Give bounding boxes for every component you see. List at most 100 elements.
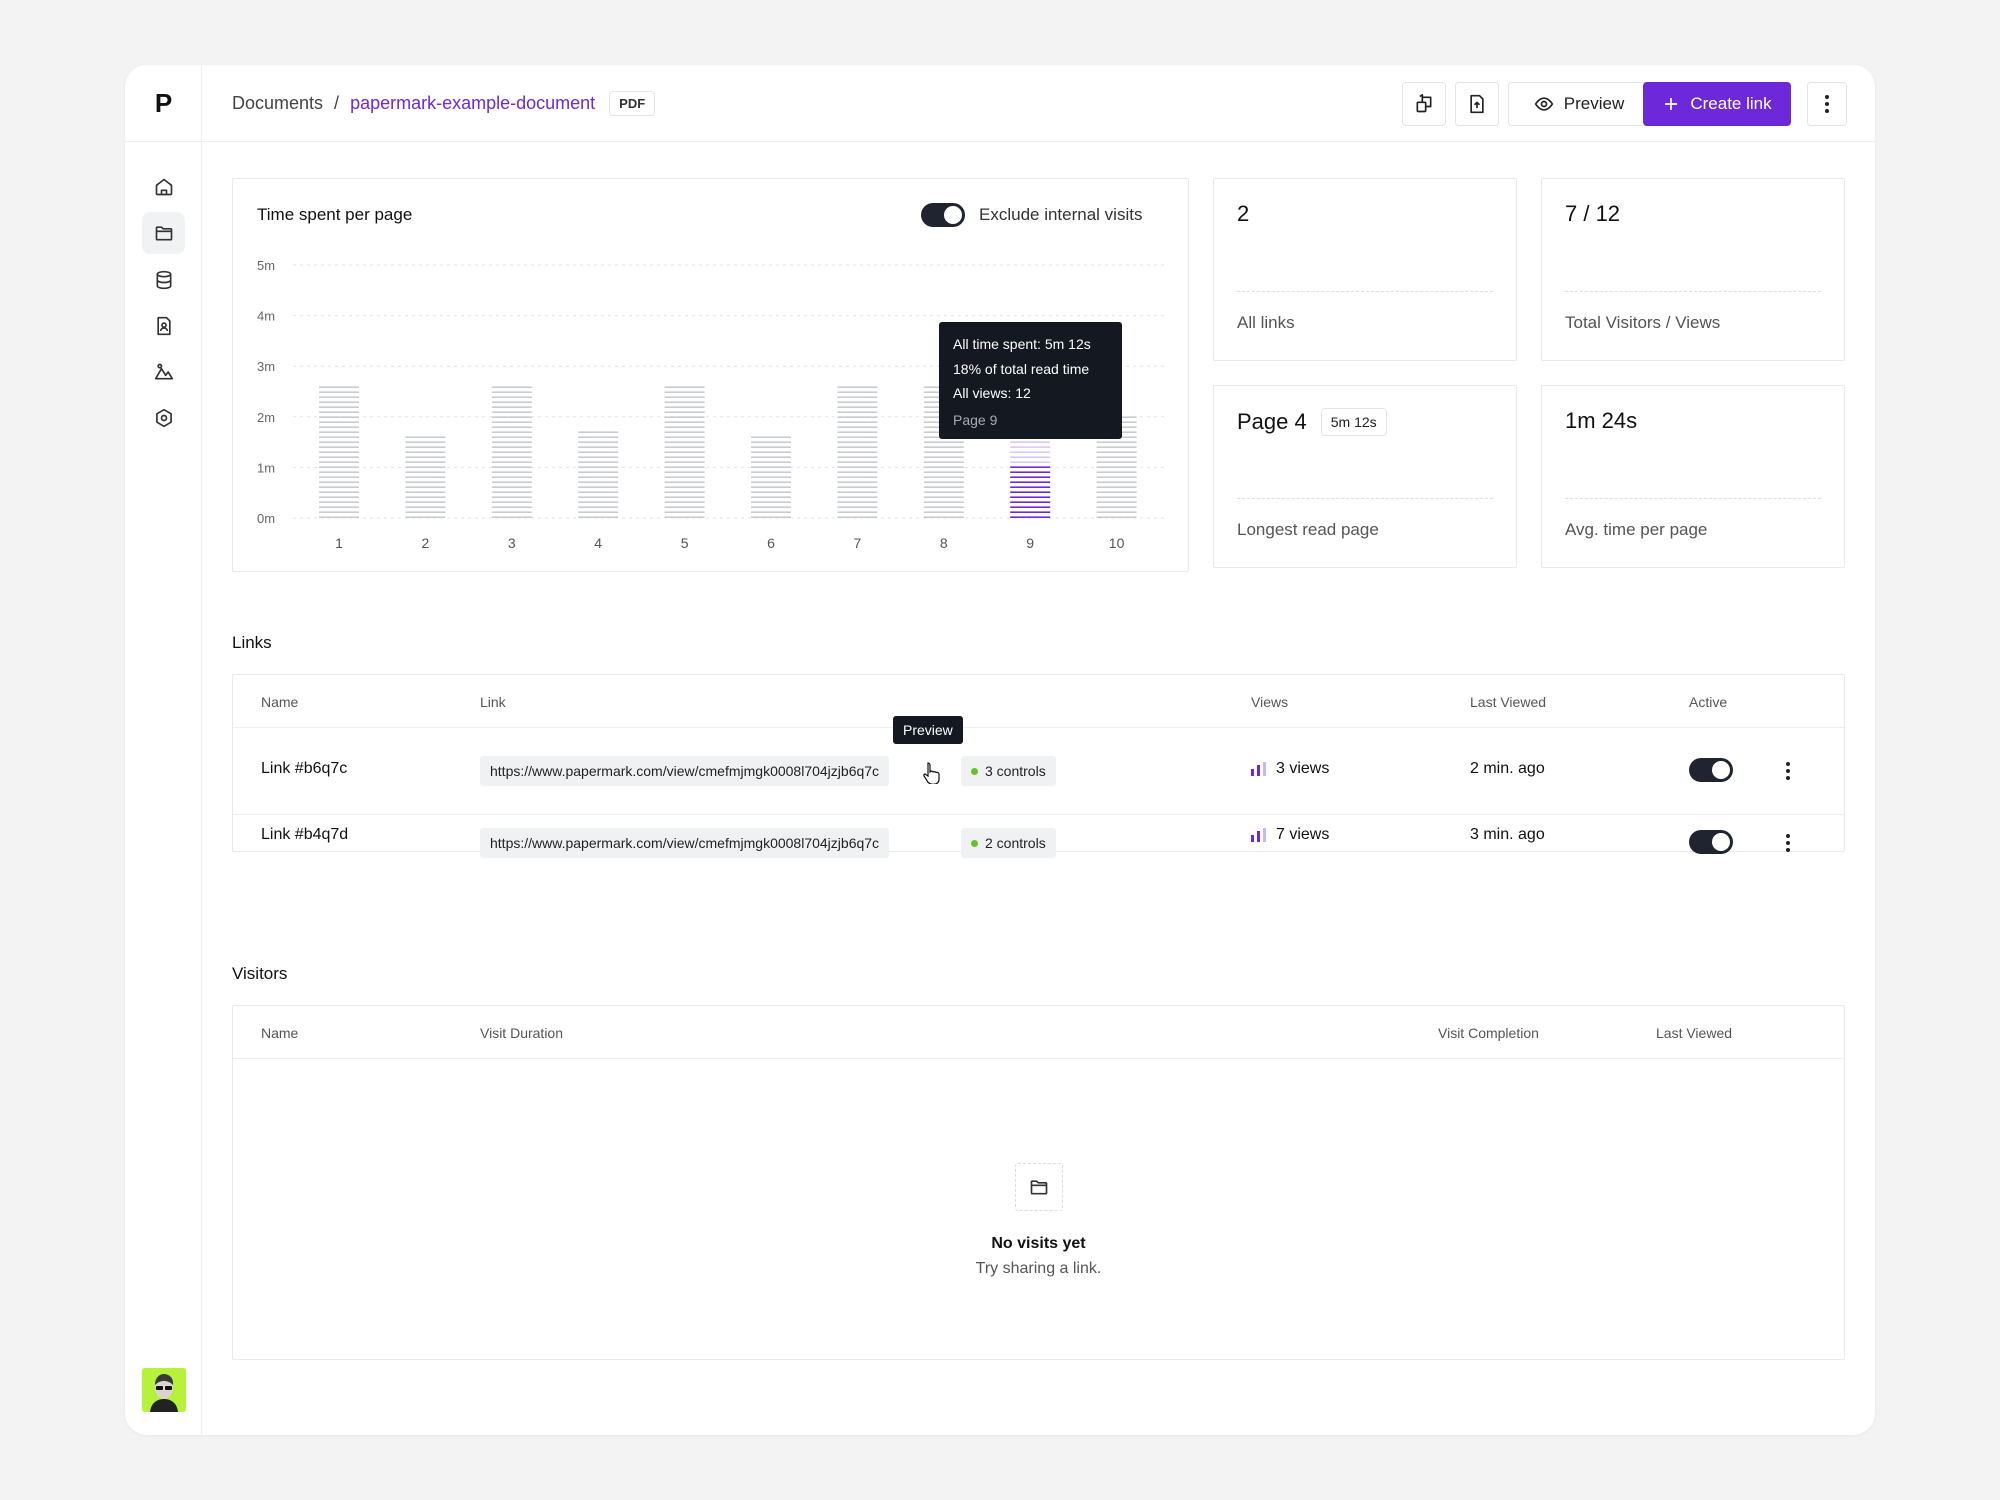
- links-table: Name Link Views Last Viewed Active Link …: [232, 674, 1845, 858]
- col-header-link[interactable]: Link: [480, 694, 506, 710]
- more-menu-button[interactable]: [1807, 82, 1847, 126]
- link-url-pill[interactable]: https://www.papermark.com/view/cmefmjmgk…: [480, 828, 890, 858]
- stat-card-avg-time: 1m 24s Avg. time per page: [1541, 385, 1845, 568]
- x-tick-label: 3: [508, 535, 516, 551]
- time-per-page-chart-card: Time spent per page Exclude internal vis…: [232, 178, 1189, 572]
- database-icon[interactable]: [142, 259, 185, 301]
- row-menu-icon[interactable]: [1778, 831, 1798, 855]
- stat-value: 2: [1237, 201, 1250, 226]
- stat-label: Avg. time per page: [1565, 520, 1708, 539]
- row-menu-icon[interactable]: [1778, 759, 1798, 783]
- y-tick-label: 5m: [257, 258, 275, 273]
- col-header-name[interactable]: Name: [261, 1025, 299, 1041]
- col-header-name[interactable]: Name: [261, 694, 299, 710]
- visitors-section-title: Visitors: [232, 964, 288, 983]
- x-tick-label: 4: [594, 535, 602, 551]
- link-controls-badge[interactable]: 3 controls: [961, 756, 1056, 786]
- empty-state-subtitle: Try sharing a link.: [975, 1260, 1102, 1277]
- link-views: 3 views: [1251, 760, 1329, 778]
- col-header-last-viewed[interactable]: Last Viewed: [1470, 694, 1547, 710]
- bar-page-2[interactable]: [405, 436, 446, 518]
- bar-page-6[interactable]: [751, 436, 791, 518]
- col-header-last-viewed[interactable]: Last Viewed: [1656, 1025, 1733, 1041]
- bar-page-4[interactable]: [578, 431, 619, 518]
- stat-value-wrap: Page 4 5m 12s: [1237, 408, 1387, 436]
- bar-page-7[interactable]: [837, 386, 878, 518]
- x-tick-label: 1: [335, 535, 343, 551]
- link-last-viewed: 2 min. ago: [1470, 760, 1545, 777]
- sidebar: P: [125, 65, 202, 1435]
- stat-value: 1m 24s: [1565, 408, 1638, 433]
- file-type-badge: PDF: [609, 91, 656, 116]
- share-icon: [1416, 94, 1432, 113]
- pointer-cursor-icon: [923, 762, 940, 784]
- bar-page-9[interactable]: [1010, 436, 1051, 518]
- duration-badge: 5m 12s: [1320, 408, 1387, 436]
- stat-value: Page 4: [1237, 409, 1307, 434]
- app-window: P: [125, 65, 1875, 1435]
- stat-label: Total Visitors / Views: [1565, 313, 1721, 332]
- upload-button[interactable]: [1455, 82, 1499, 126]
- share-button[interactable]: [1402, 82, 1446, 126]
- file-upload-icon: [1470, 94, 1484, 114]
- views-count: 7 views: [1276, 826, 1330, 843]
- exclude-internal-label: Exclude internal visits: [979, 205, 1143, 224]
- stat-divider: [1237, 291, 1493, 292]
- row-divider: [233, 814, 1844, 815]
- exclude-internal-toggle[interactable]: [921, 203, 965, 227]
- tooltip-page: Page 9: [953, 411, 998, 428]
- x-tick-label: 9: [1026, 535, 1034, 551]
- preview-label: Preview: [1563, 94, 1625, 113]
- breadcrumb-documents[interactable]: Documents: [232, 93, 324, 113]
- stat-divider: [1237, 498, 1493, 499]
- y-tick-label: 3m: [257, 359, 275, 374]
- tooltip-read-share: 18% of total read time: [953, 360, 1090, 377]
- document-user-icon[interactable]: [142, 305, 185, 347]
- stat-value: 7 / 12: [1565, 201, 1621, 226]
- bar-page-1[interactable]: [319, 386, 359, 518]
- create-link-button[interactable]: Create link: [1643, 82, 1791, 126]
- tooltip-time-spent: All time spent: 5m 12s: [953, 336, 1091, 352]
- stat-card-longest-read: Page 4 5m 12s Longest read page: [1213, 385, 1517, 568]
- bar-chart-icon: [1251, 762, 1266, 776]
- eye-icon: [1534, 97, 1554, 111]
- app-logo[interactable]: P: [125, 65, 202, 142]
- create-link-label: Create link: [1690, 94, 1772, 113]
- link-name[interactable]: Link #b4q7d: [261, 826, 349, 843]
- row-divider: [233, 1058, 1844, 1059]
- link-active-toggle[interactable]: [1689, 758, 1733, 782]
- breadcrumb: Documents / papermark-example-document P…: [232, 65, 656, 142]
- col-header-visit-duration[interactable]: Visit Duration: [480, 1025, 564, 1041]
- plus-icon: [1665, 98, 1678, 110]
- y-tick-label: 2m: [257, 410, 275, 425]
- more-vertical-icon: [1817, 92, 1837, 116]
- time-per-page-chart: 0m 1m 2m 3m 4m 5m 1 2 3 4 5 6 7 8 9 10: [257, 258, 1168, 551]
- settings-icon[interactable]: [142, 397, 185, 439]
- bar-page-5[interactable]: [664, 386, 705, 518]
- link-controls-badge[interactable]: 2 controls: [961, 828, 1056, 858]
- stat-card-all-links: 2 All links: [1213, 178, 1517, 361]
- col-header-active[interactable]: Active: [1689, 694, 1728, 710]
- views-count: 3 views: [1276, 760, 1330, 777]
- x-tick-label: 6: [767, 535, 775, 551]
- analytics-icon[interactable]: [142, 351, 185, 393]
- col-header-views[interactable]: Views: [1251, 694, 1289, 710]
- link-active-toggle[interactable]: [1689, 830, 1733, 854]
- preview-button[interactable]: Preview: [1508, 82, 1650, 126]
- empty-state-title: No visits yet: [991, 1235, 1086, 1252]
- links-section-title: Links: [232, 633, 272, 652]
- breadcrumb-document-name[interactable]: papermark-example-document: [350, 93, 596, 113]
- folder-icon[interactable]: [142, 212, 185, 254]
- link-url-pill[interactable]: https://www.papermark.com/view/cmefmjmgk…: [480, 756, 890, 786]
- col-header-visit-completion[interactable]: Visit Completion: [1438, 1025, 1539, 1041]
- x-tick-label: 5: [681, 535, 689, 551]
- stat-card-visitors-views: 7 / 12 Total Visitors / Views: [1541, 178, 1845, 361]
- home-icon[interactable]: [142, 166, 185, 208]
- row-divider: [233, 727, 1844, 728]
- visitors-table: Name Visit Duration Visit Completion Las…: [232, 1005, 1845, 1360]
- link-name[interactable]: Link #b6q7c: [261, 760, 348, 777]
- chart-tooltip: All time spent: 5m 12s 18% of total read…: [939, 322, 1122, 439]
- preview-tooltip: Preview: [893, 716, 963, 744]
- bar-page-3[interactable]: [491, 386, 532, 518]
- avatar[interactable]: [142, 1368, 186, 1412]
